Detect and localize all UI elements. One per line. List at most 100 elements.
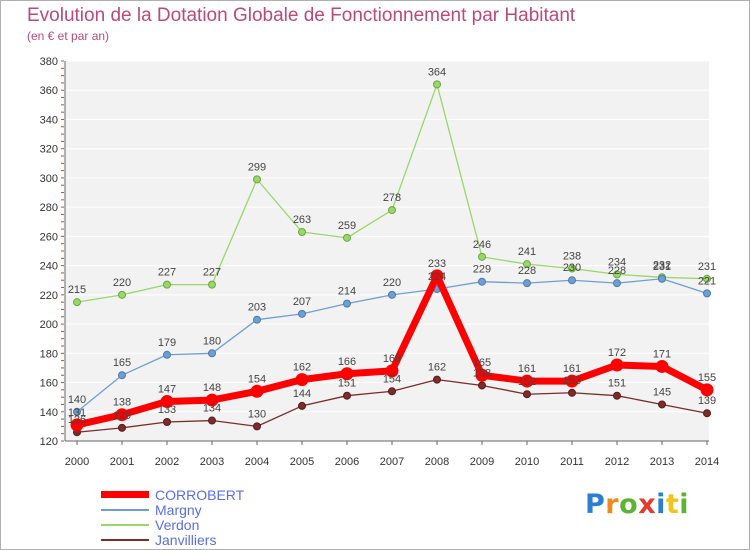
data-label-janvilliers-2003: 134 [203, 403, 221, 415]
point-janvilliers-2013 [658, 400, 666, 409]
point-janvilliers-2010 [523, 390, 531, 399]
data-label-verdon-2009: 246 [473, 239, 491, 251]
data-label-corrobert-2013: 171 [653, 348, 671, 360]
point-verdon-2011 [568, 264, 576, 273]
series-corrobert [70, 269, 714, 432]
point-corrobert-2012 [610, 358, 624, 372]
data-label-margny-2010: 228 [518, 265, 536, 277]
data-label-corrobert-2009: 165 [473, 357, 491, 369]
point-margny-2012 [613, 279, 621, 288]
point-margny-2003 [208, 349, 216, 358]
y-tick-label-360: 360 [40, 85, 58, 97]
point-verdon-2001 [118, 290, 126, 299]
data-label-janvilliers-2006: 151 [338, 378, 356, 390]
point-janvilliers-2002 [163, 418, 171, 426]
x-tick-label-2013: 2013 [650, 456, 674, 468]
point-margny-2009 [478, 277, 486, 286]
data-label-verdon-2011: 238 [563, 251, 581, 263]
y-tick-label-260: 260 [40, 231, 58, 243]
point-verdon-2014 [703, 274, 711, 283]
data-label-corrobert-2003: 148 [203, 382, 221, 394]
point-janvilliers-2001 [118, 423, 126, 432]
point-corrobert-2003 [205, 393, 219, 407]
data-label-margny-2007: 220 [383, 277, 401, 289]
legend-swatch-janvilliers [101, 538, 149, 541]
logo-letter: i [679, 489, 690, 520]
data-label-janvilliers-2012: 151 [608, 378, 626, 390]
legend-label-janvilliers: Janvilliers [155, 531, 217, 548]
point-corrobert-2008 [430, 269, 444, 283]
legend-swatch-corrobert [101, 491, 149, 498]
point-verdon-2003 [208, 280, 216, 289]
data-label-verdon-2000: 215 [68, 284, 86, 296]
point-corrobert-2006 [340, 367, 354, 381]
point-janvilliers-2004 [253, 422, 261, 431]
point-margny-2007 [388, 290, 396, 299]
point-margny-2002 [163, 350, 171, 359]
logo-letter: i [656, 489, 666, 520]
x-tick-label-2004: 2004 [245, 456, 269, 468]
data-label-verdon-2001: 220 [113, 277, 131, 289]
point-janvilliers-2008 [433, 375, 441, 384]
logo-letter: x [638, 489, 657, 520]
y-tick-label-140: 140 [40, 407, 58, 419]
data-label-corrobert-2007: 168 [383, 353, 401, 365]
series-janvilliers [73, 375, 711, 437]
data-label-margny-2014: 221 [698, 275, 716, 287]
data-label-corrobert-2002: 147 [158, 384, 176, 396]
x-tick-label-2007: 2007 [380, 456, 404, 468]
data-label-margny-2005: 207 [293, 296, 311, 308]
point-margny-2010 [523, 279, 531, 288]
chart-legend: CORROBERT Margny Verdon Janvilliers [101, 487, 244, 548]
y-tick-label-220: 220 [40, 290, 58, 302]
y-tick-label-200: 200 [40, 319, 58, 331]
x-tick-label-2014: 2014 [695, 456, 719, 468]
data-label-janvilliers-2008: 162 [428, 362, 446, 374]
data-label-janvilliers-2014: 139 [698, 395, 716, 407]
x-tick-label-2009: 2009 [470, 456, 494, 468]
legend-swatch-margny [101, 508, 149, 511]
x-tick-label-2012: 2012 [605, 456, 629, 468]
point-margny-2001 [118, 371, 126, 380]
data-label-corrobert-2005: 162 [293, 362, 311, 374]
point-corrobert-2000 [70, 418, 84, 432]
data-label-verdon-2013: 232 [653, 259, 671, 271]
data-label-corrobert-2010: 161 [518, 363, 536, 375]
point-verdon-2012 [613, 270, 621, 279]
point-janvilliers-2006 [343, 391, 351, 400]
data-label-margny-2006: 214 [338, 286, 356, 298]
data-label-verdon-2010: 241 [518, 246, 536, 258]
data-label-verdon-2004: 299 [248, 161, 266, 173]
x-tick-label-2008: 2008 [425, 456, 449, 468]
point-corrobert-2009 [475, 368, 489, 382]
point-corrobert-2004 [250, 384, 264, 398]
point-janvilliers-2005 [298, 401, 306, 410]
data-label-margny-2013: 231 [653, 261, 671, 273]
x-tick-label-2002: 2002 [155, 456, 179, 468]
data-label-verdon-2006: 259 [338, 220, 356, 232]
point-margny-2014 [703, 289, 711, 298]
data-label-verdon-2002: 227 [158, 267, 176, 279]
point-verdon-2004 [253, 175, 261, 184]
data-label-janvilliers-2011: 153 [563, 375, 581, 387]
point-corrobert-2002 [160, 395, 174, 409]
point-corrobert-2001 [115, 408, 129, 422]
data-label-margny-2008: 224 [428, 271, 446, 283]
data-label-verdon-2008: 364 [428, 66, 446, 78]
y-tick-label-180: 180 [40, 348, 58, 360]
series-margny [73, 274, 711, 416]
data-label-corrobert-2001: 138 [113, 397, 131, 409]
data-label-margny-2003: 180 [203, 335, 221, 347]
x-tick-label-2006: 2006 [335, 456, 359, 468]
point-verdon-2002 [163, 280, 171, 289]
point-corrobert-2014 [700, 383, 714, 397]
point-janvilliers-2007 [388, 387, 396, 396]
y-tick-label-160: 160 [40, 378, 58, 390]
y-tick-label-300: 300 [40, 173, 58, 185]
legend-item-margny: Margny [101, 502, 244, 518]
data-label-margny-2000: 140 [68, 394, 86, 406]
y-tick-label-120: 120 [40, 436, 58, 448]
x-tick-label-2011: 2011 [560, 456, 584, 468]
data-label-verdon-2014: 231 [698, 261, 716, 273]
point-corrobert-2013 [655, 359, 669, 373]
